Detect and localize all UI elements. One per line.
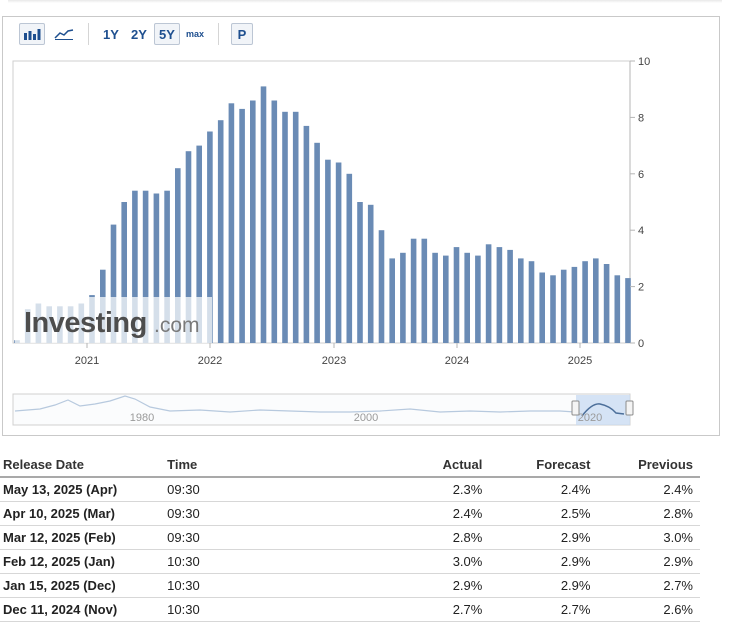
time-cell: 09:30 bbox=[164, 477, 330, 502]
chart-toolbar: 1Y 2Y 5Y max P bbox=[3, 17, 719, 51]
table-row: Mar 12, 2025 (Feb) 09:30 2.8% 2.9% 3.0% bbox=[0, 525, 700, 550]
previous-cell: 2.7% bbox=[597, 573, 700, 598]
previous-cell: 2.9% bbox=[597, 549, 700, 574]
forecast-cell: 2.4% bbox=[489, 477, 598, 502]
line-chart-icon[interactable] bbox=[51, 23, 77, 45]
previous-cell: 2.8% bbox=[597, 501, 700, 526]
time-cell: 10:30 bbox=[164, 573, 330, 598]
toolbar-separator bbox=[88, 23, 89, 45]
release-date-cell: Jan 15, 2025 (Dec) bbox=[0, 573, 165, 598]
forecast-cell: 2.9% bbox=[489, 573, 598, 598]
col-time: Time bbox=[164, 452, 330, 478]
previous-cell: 2.6% bbox=[597, 597, 700, 622]
forecast-cell: 2.7% bbox=[489, 597, 598, 622]
col-actual: Actual bbox=[329, 452, 490, 478]
actual-cell: 2.9% bbox=[329, 573, 490, 598]
time-cell: 09:30 bbox=[164, 501, 330, 526]
release-date-cell: Apr 10, 2025 (Mar) bbox=[0, 501, 165, 526]
top-divider bbox=[8, 0, 722, 3]
release-date-cell: Mar 12, 2025 (Feb) bbox=[0, 525, 165, 550]
time-cell: 09:30 bbox=[164, 525, 330, 550]
table-header-row: Release Date Time Actual Forecast Previo… bbox=[0, 452, 700, 478]
actual-cell: 2.7% bbox=[329, 597, 490, 622]
table-row: May 13, 2025 (Apr) 09:30 2.3% 2.4% 2.4% bbox=[0, 477, 700, 502]
time-cell: 10:30 bbox=[164, 549, 330, 574]
col-release-date: Release Date bbox=[0, 452, 165, 478]
table-row: Feb 12, 2025 (Jan) 10:30 3.0% 2.9% 2.9% bbox=[0, 549, 700, 574]
range-max-button[interactable]: max bbox=[185, 29, 204, 39]
range-1y-button[interactable]: 1Y bbox=[103, 26, 119, 42]
previous-cell: 2.4% bbox=[597, 477, 700, 502]
p-button[interactable]: P bbox=[231, 23, 253, 45]
chart-panel: 1Y 2Y 5Y max P bbox=[2, 16, 720, 436]
actual-cell: 2.4% bbox=[329, 501, 490, 526]
col-forecast: Forecast bbox=[489, 452, 598, 478]
bar-chart-icon[interactable] bbox=[19, 23, 45, 45]
forecast-cell: 2.9% bbox=[489, 549, 598, 574]
release-date-cell: May 13, 2025 (Apr) bbox=[0, 477, 165, 502]
range-5y-button[interactable]: 5Y bbox=[154, 23, 180, 45]
release-date-cell: Feb 12, 2025 (Jan) bbox=[0, 549, 165, 574]
forecast-cell: 2.5% bbox=[489, 501, 598, 526]
toolbar-separator bbox=[218, 23, 219, 45]
previous-cell: 3.0% bbox=[597, 525, 700, 550]
table-row: Jan 15, 2025 (Dec) 10:30 2.9% 2.9% 2.7% bbox=[0, 573, 700, 598]
releases-table: Release Date Time Actual Forecast Previo… bbox=[0, 452, 700, 622]
actual-cell: 2.8% bbox=[329, 525, 490, 550]
table-row: Apr 10, 2025 (Mar) 09:30 2.4% 2.5% 2.8% bbox=[0, 501, 700, 526]
col-previous: Previous bbox=[597, 452, 700, 478]
table-row: Dec 11, 2024 (Nov) 10:30 2.7% 2.7% 2.6% bbox=[0, 597, 700, 622]
actual-cell: 3.0% bbox=[329, 549, 490, 574]
forecast-cell: 2.9% bbox=[489, 525, 598, 550]
range-2y-button[interactable]: 2Y bbox=[131, 26, 147, 42]
time-cell: 10:30 bbox=[164, 597, 330, 622]
release-date-cell: Dec 11, 2024 (Nov) bbox=[0, 597, 165, 622]
actual-cell: 2.3% bbox=[329, 477, 490, 502]
